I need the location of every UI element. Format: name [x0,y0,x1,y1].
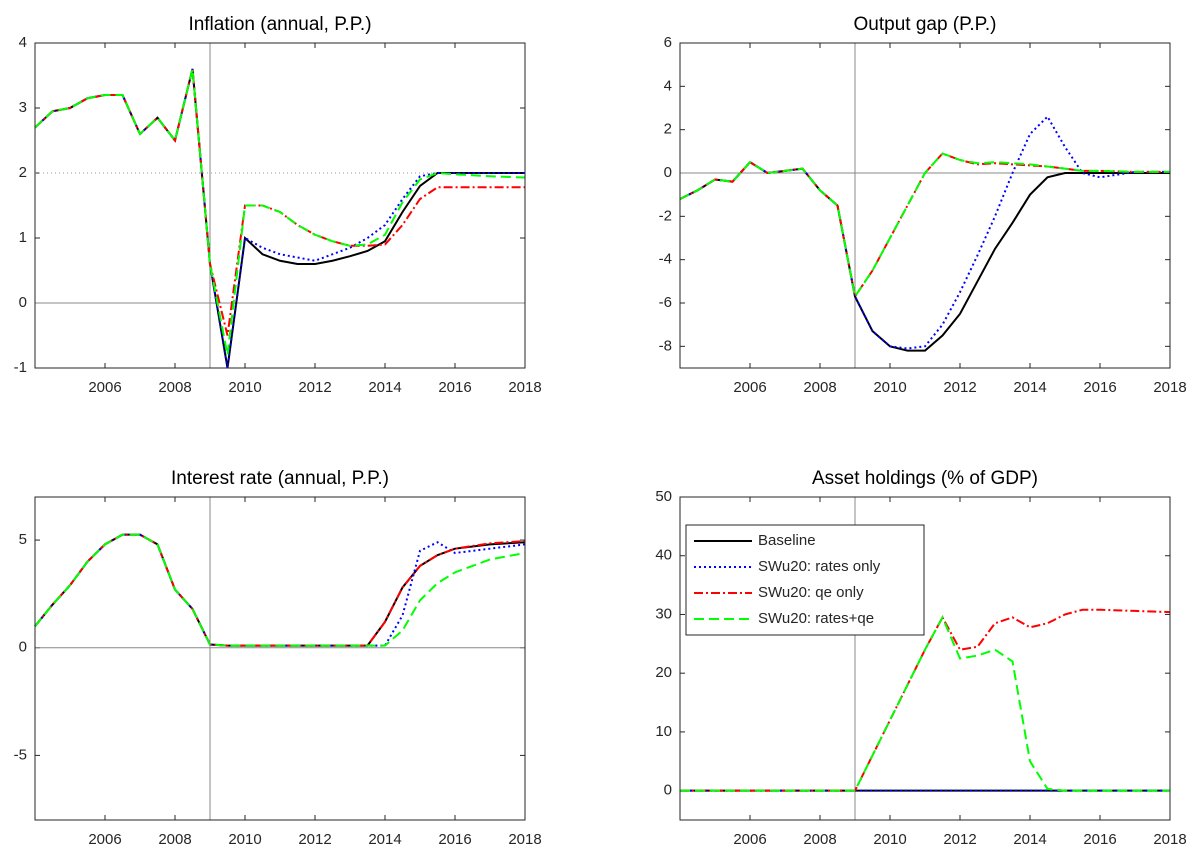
y-tick-label: 0 [664,164,672,181]
x-tick-label: 2008 [803,831,836,848]
x-tick-label: 2014 [1013,831,1046,848]
y-tick-label: 30 [655,605,672,622]
x-tick-label: 2006 [88,379,121,396]
axes-box [34,42,526,369]
y-tick-label: 0 [19,639,27,656]
series-line [34,68,526,356]
series-line [34,533,526,647]
series-line [679,115,1170,350]
series-line [679,152,1170,300]
y-tick-label: 1 [19,229,27,246]
series-line [679,160,1170,352]
y-tick-label: 2 [19,164,27,181]
y-tick-label: 10 [655,723,672,740]
y-tick-label: -2 [659,207,672,224]
y-tick-label: -6 [659,294,672,311]
x-tick-label: 2012 [298,379,331,396]
y-tick-label: 50 [655,488,672,505]
y-tick-label: 4 [19,34,27,51]
x-tick-label: 2016 [438,831,471,848]
y-tick-label: -1 [14,359,27,376]
x-tick-label: 2010 [873,379,906,396]
x-tick-label: 2008 [158,379,191,396]
y-tick-label: 0 [664,782,672,799]
chart-title: Asset holdings (% of GDP) [812,468,1038,489]
x-tick-label: 2016 [1083,379,1116,396]
x-tick-label: 2010 [228,831,261,848]
x-tick-label: 2008 [158,831,191,848]
y-tick-label: 4 [664,77,672,94]
x-tick-label: 2018 [508,831,541,848]
x-tick-label: 2018 [1153,379,1186,396]
series-line [34,68,525,336]
y-tick-label: -5 [14,746,27,763]
x-tick-label: 2016 [438,379,471,396]
legend-label: SWu20: qe only [758,584,864,601]
y-tick-label: 2 [664,121,672,138]
x-tick-label: 2010 [873,831,906,848]
y-tick-label: 20 [655,664,672,681]
x-tick-label: 2006 [733,831,766,848]
x-tick-label: 2018 [1153,831,1186,848]
chart-title: Inflation (annual, P.P.) [188,14,371,35]
x-tick-label: 2012 [298,831,331,848]
y-tick-label: 6 [664,34,672,51]
y-tick-label: 5 [19,531,27,548]
x-tick-label: 2006 [88,831,121,848]
series-line [34,533,526,647]
series-line [34,533,526,647]
axes-box [679,42,1171,369]
y-tick-label: 40 [655,547,672,564]
x-tick-label: 2008 [803,379,836,396]
legend-box [685,524,925,636]
x-tick-label: 2014 [368,379,401,396]
chart-title: Output gap (P.P.) [854,14,997,35]
x-tick-label: 2014 [1013,379,1046,396]
legend-label: SWu20: rates only [758,558,881,575]
series-line [680,608,1171,792]
axes-box [679,496,1171,821]
y-tick-label: -4 [659,251,672,268]
series-line [680,615,1170,792]
x-tick-label: 2006 [733,379,766,396]
chart-title: Interest rate (annual, P.P.) [171,468,389,489]
x-tick-label: 2012 [943,831,976,848]
legend-label: Baseline [758,532,816,549]
x-tick-label: 2012 [943,379,976,396]
axes-box [34,496,526,821]
series-line [34,533,526,647]
legend-label: SWu20: rates+qe [758,610,874,627]
x-tick-label: 2016 [1083,831,1116,848]
y-tick-label: 3 [19,99,27,116]
x-tick-label: 2010 [228,379,261,396]
series-line [34,68,525,369]
y-tick-label: -8 [659,337,672,354]
x-tick-label: 2018 [508,379,541,396]
y-tick-label: 0 [19,294,27,311]
x-tick-label: 2014 [368,831,401,848]
series-line [34,68,525,369]
